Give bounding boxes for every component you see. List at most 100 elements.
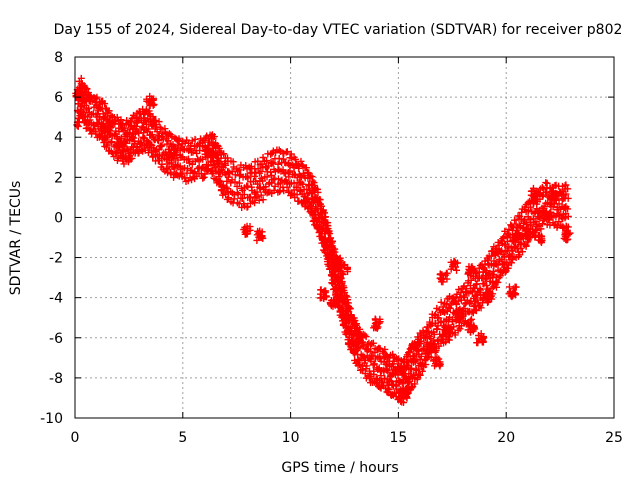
data-point (240, 191, 248, 199)
data-point (199, 174, 207, 182)
data-point (339, 317, 347, 325)
data-point (227, 179, 235, 187)
data-point (300, 197, 308, 205)
data-point (212, 175, 220, 183)
data-point (74, 122, 82, 130)
y-tick-label: -10 (40, 411, 63, 427)
data-point (78, 108, 86, 116)
data-point (299, 180, 307, 188)
data-point (321, 288, 329, 296)
data-point (144, 98, 152, 106)
data-point (270, 186, 278, 194)
data-point (450, 257, 458, 265)
data-point (357, 331, 365, 339)
data-point (351, 349, 359, 357)
data-point (400, 389, 408, 397)
data-point (500, 233, 508, 241)
data-point (456, 305, 464, 313)
data-point (195, 140, 203, 148)
data-point (339, 271, 347, 279)
data-point (155, 146, 163, 154)
data-point (453, 266, 461, 274)
data-point (235, 179, 243, 187)
data-point (524, 225, 532, 233)
data-point (436, 360, 444, 368)
data-point (274, 160, 282, 168)
data-point (170, 146, 178, 154)
data-point (432, 310, 440, 318)
data-point (517, 244, 525, 252)
y-tick-label: -2 (49, 251, 63, 267)
data-point (349, 348, 357, 356)
data-point (408, 384, 416, 392)
data-point (331, 301, 339, 309)
y-axis-label: SDTVAR / TECUs (8, 181, 24, 296)
data-point (96, 131, 104, 139)
data-point (511, 216, 519, 224)
data-point (460, 293, 468, 301)
data-point (454, 297, 462, 305)
data-point (377, 372, 385, 380)
data-point (146, 92, 154, 100)
data-point (494, 278, 502, 286)
data-point (225, 194, 233, 202)
data-point (424, 347, 432, 355)
data-point (269, 159, 277, 167)
data-point (484, 298, 492, 306)
data-point (475, 331, 483, 339)
data-point (487, 261, 495, 269)
data-point (215, 144, 223, 152)
x-tick-label: 5 (178, 430, 187, 446)
data-point (120, 124, 128, 132)
data-point (259, 196, 267, 204)
data-point (457, 313, 465, 321)
data-point (470, 324, 478, 332)
x-tick-label: 25 (605, 430, 623, 446)
data-point (501, 241, 509, 249)
data-point (528, 208, 536, 216)
data-point (243, 230, 251, 238)
data-point (318, 294, 326, 302)
data-point (162, 165, 170, 173)
data-point (435, 314, 443, 322)
data-point (234, 190, 242, 198)
data-point (413, 356, 421, 364)
data-point (329, 280, 337, 288)
data-point (531, 233, 539, 241)
data-point (210, 157, 218, 165)
data-point (335, 303, 343, 311)
data-point (268, 179, 276, 187)
data-point (433, 354, 441, 362)
data-point (158, 141, 166, 149)
data-point (533, 226, 541, 234)
data-point (431, 312, 439, 320)
data-point (452, 308, 460, 316)
data-point (508, 259, 516, 267)
data-point (492, 283, 500, 291)
data-point (526, 229, 534, 237)
data-point (78, 96, 86, 104)
data-point (542, 179, 550, 187)
data-point (537, 225, 545, 233)
data-point (358, 354, 366, 362)
data-point (338, 313, 346, 321)
data-point (251, 172, 259, 180)
data-point (562, 181, 570, 189)
data-point (338, 262, 346, 270)
data-point (538, 220, 546, 228)
data-point (132, 122, 140, 130)
data-point (332, 290, 340, 298)
data-point (211, 163, 219, 171)
data-point (263, 157, 271, 165)
data-point (344, 299, 352, 307)
data-point (330, 285, 338, 293)
y-tick-label: 2 (54, 170, 63, 186)
data-point (132, 114, 140, 122)
data-point (543, 179, 551, 187)
data-point (343, 330, 351, 338)
data-point (447, 265, 455, 273)
data-point (363, 362, 371, 370)
data-point (309, 217, 317, 225)
data-point (259, 177, 267, 185)
data-point (509, 236, 517, 244)
